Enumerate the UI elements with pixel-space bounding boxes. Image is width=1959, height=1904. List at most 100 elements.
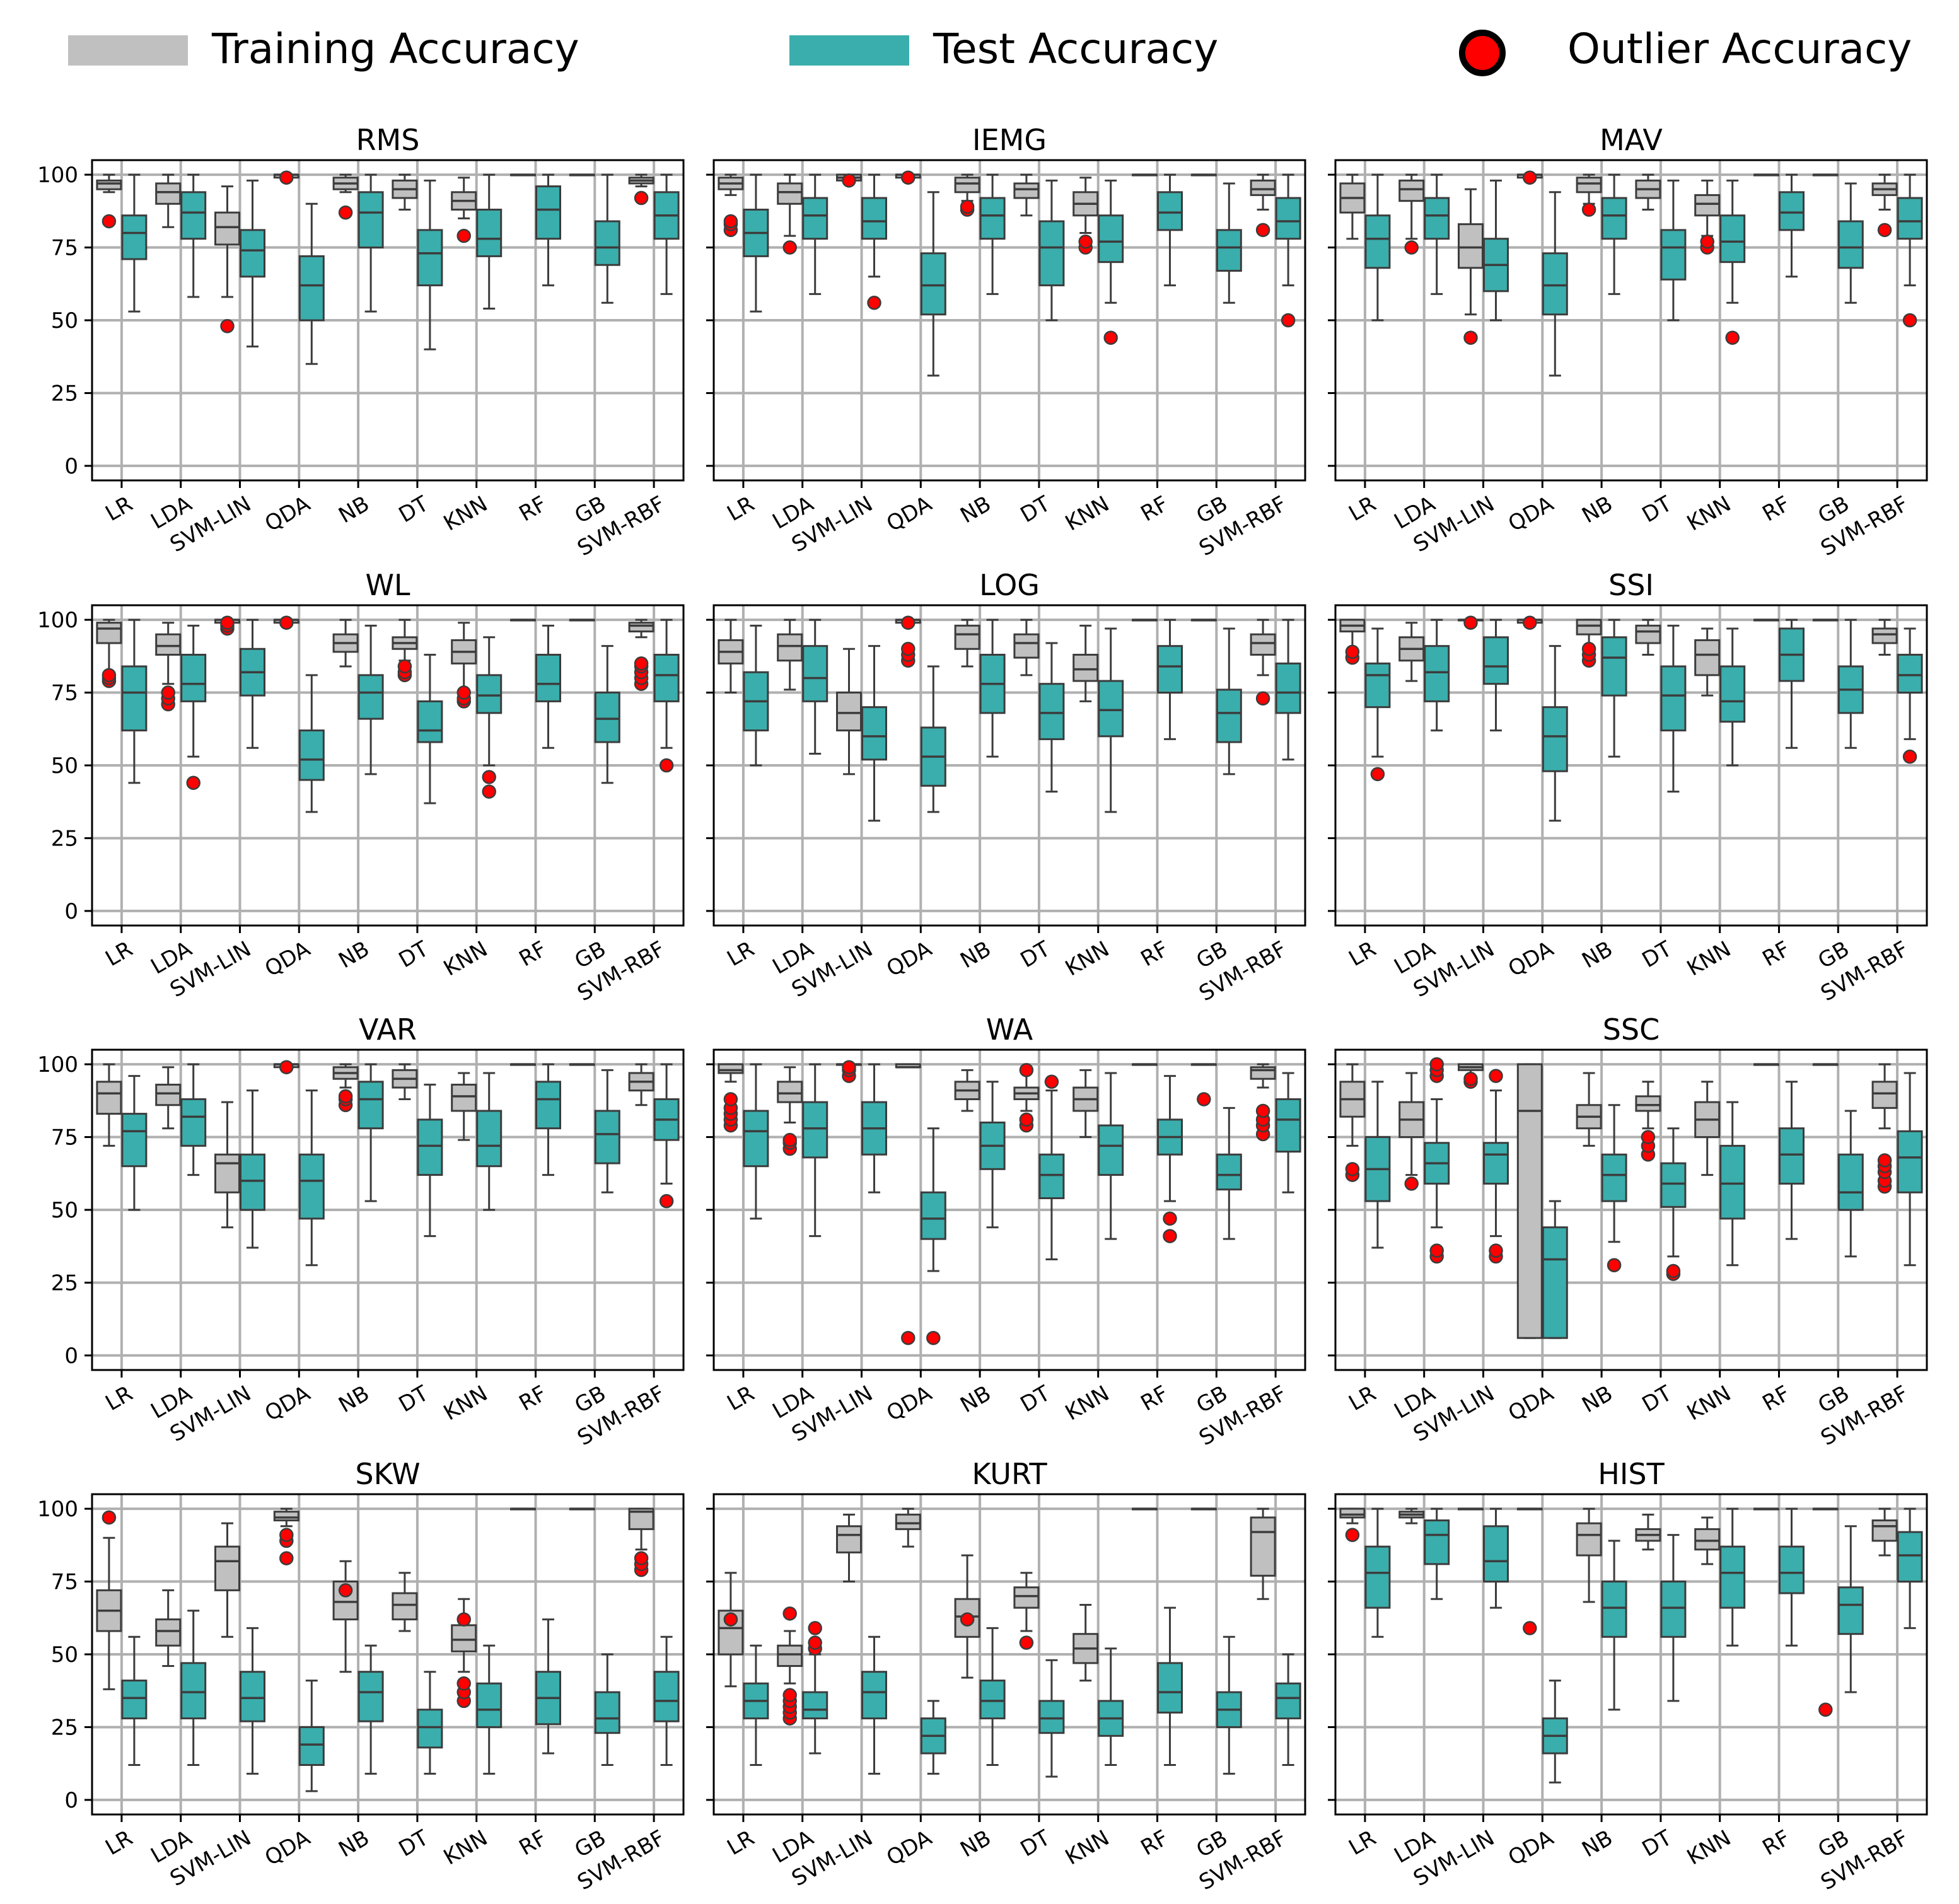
test-outlier-point bbox=[1725, 330, 1740, 345]
test-box bbox=[476, 209, 503, 257]
test-box bbox=[1483, 1525, 1509, 1583]
train-outlier-point bbox=[842, 1060, 856, 1074]
box-group-knn bbox=[451, 1598, 503, 1775]
train-outlier-point bbox=[102, 1510, 117, 1525]
test-box bbox=[1038, 1700, 1065, 1734]
train-outlier-point bbox=[1523, 615, 1537, 630]
box-group-knn bbox=[1694, 1507, 1746, 1647]
box-group-gb bbox=[569, 173, 620, 304]
box-group-lr bbox=[96, 618, 148, 784]
train-outlier-point bbox=[901, 1330, 916, 1345]
box-group-gb bbox=[569, 1063, 620, 1193]
x-tick-label-rf: RF bbox=[1137, 491, 1173, 526]
x-tick-label-knn: KNN bbox=[1683, 1381, 1735, 1425]
box-group-qda bbox=[895, 170, 946, 377]
train-box bbox=[777, 1644, 803, 1667]
box-group-svm-lin bbox=[1458, 1063, 1509, 1264]
test-outlier-point bbox=[659, 758, 674, 773]
test-box bbox=[1275, 1098, 1301, 1153]
x-tick-label-rf: RF bbox=[1758, 1381, 1794, 1416]
box-group-svm-rbf bbox=[1871, 1063, 1923, 1267]
box-group-svm-rbf bbox=[1250, 173, 1301, 328]
x-tick-label-lr: LR bbox=[1345, 1825, 1381, 1860]
test-box bbox=[1542, 1226, 1568, 1339]
x-tick-label-nb: NB bbox=[1578, 1381, 1617, 1418]
x-tick-label-qda: QDA bbox=[1504, 1825, 1557, 1871]
box-group-qda bbox=[895, 1507, 946, 1775]
test-box bbox=[1897, 1531, 1923, 1583]
box-group-rf bbox=[1753, 618, 1805, 749]
box-group-dt bbox=[1013, 1572, 1065, 1778]
test-box bbox=[1837, 1586, 1864, 1635]
test-box bbox=[180, 654, 207, 702]
train-box bbox=[777, 182, 803, 205]
box-group-rf bbox=[1132, 1507, 1183, 1766]
box-group-rf bbox=[510, 618, 561, 749]
test-box bbox=[802, 645, 828, 702]
test-outlier-point bbox=[1163, 1229, 1177, 1243]
test-box bbox=[1275, 197, 1301, 240]
x-tick-label-qda: QDA bbox=[260, 1825, 314, 1871]
train-outlier-point bbox=[901, 170, 916, 185]
x-tick-label-qda: QDA bbox=[1504, 1381, 1557, 1426]
box-group-rf bbox=[1132, 173, 1183, 287]
x-tick-label-knn: KNN bbox=[1683, 936, 1735, 981]
test-box bbox=[594, 1110, 620, 1164]
test-box bbox=[1157, 1662, 1183, 1714]
box-group-lr bbox=[1339, 618, 1391, 782]
test-box bbox=[1719, 214, 1746, 264]
test-box bbox=[1601, 1581, 1627, 1638]
train-outlier-point bbox=[1581, 202, 1596, 217]
train-outlier-point bbox=[901, 642, 916, 656]
train-outlier-point bbox=[960, 1612, 975, 1627]
train-box bbox=[1635, 624, 1661, 644]
test-box bbox=[1038, 683, 1065, 740]
test-box bbox=[920, 1191, 946, 1240]
x-tick-label-dt: DT bbox=[1016, 1825, 1055, 1862]
panel-title: WL bbox=[365, 568, 410, 602]
test-box bbox=[535, 185, 561, 240]
test-box bbox=[298, 1726, 325, 1766]
legend-marker-outlier bbox=[1459, 30, 1506, 76]
train-outlier-point bbox=[279, 1551, 294, 1565]
test-box bbox=[1719, 1144, 1746, 1220]
train-box bbox=[1073, 654, 1099, 682]
y-tick-label: 25 bbox=[51, 381, 78, 406]
box-group-dt bbox=[392, 1572, 443, 1775]
train-outlier-point bbox=[723, 214, 738, 229]
train-outlier-point bbox=[782, 1132, 797, 1147]
train-box bbox=[1250, 179, 1276, 196]
box-group-svm-lin bbox=[214, 179, 265, 348]
panel-title: HIST bbox=[1598, 1457, 1665, 1491]
train-outlier-point bbox=[220, 615, 235, 630]
x-tick-label-nb: NB bbox=[1578, 491, 1617, 528]
y-tick-label: 100 bbox=[37, 163, 78, 188]
box-group-knn bbox=[1073, 1603, 1124, 1766]
test-box bbox=[121, 1680, 148, 1720]
test-box bbox=[1216, 229, 1242, 272]
test-box bbox=[121, 1113, 148, 1168]
box-group-rf bbox=[510, 1063, 561, 1176]
box-group-dt bbox=[1635, 618, 1687, 793]
train-box bbox=[1871, 1081, 1898, 1109]
box-group-svm-lin bbox=[214, 1522, 265, 1775]
test-box bbox=[1157, 191, 1183, 231]
train-outlier-point bbox=[634, 190, 649, 206]
train-outlier-point bbox=[842, 173, 856, 188]
x-tick-label-dt: DT bbox=[395, 1825, 433, 1862]
x-tick-label-knn: KNN bbox=[1061, 936, 1113, 981]
train-outlier-point bbox=[1523, 1621, 1537, 1635]
box-group-svm-lin bbox=[214, 1089, 265, 1249]
train-box bbox=[1013, 182, 1040, 199]
y-tick-label: 75 bbox=[51, 1570, 78, 1595]
test-box bbox=[1098, 214, 1124, 264]
train-outlier-point bbox=[1255, 691, 1270, 706]
train-outlier-point bbox=[901, 615, 916, 630]
box-group-dt bbox=[1013, 1063, 1065, 1261]
